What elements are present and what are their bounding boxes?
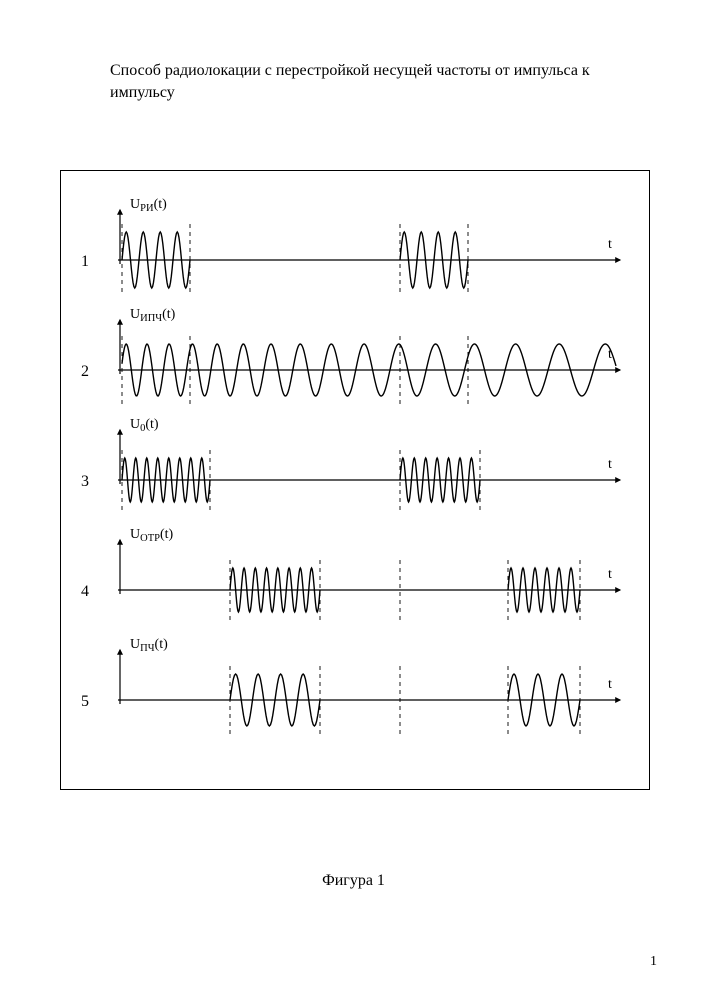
t-label-row-1: t (608, 237, 612, 252)
row-number-1: 1 (81, 253, 89, 270)
page-number: 1 (650, 954, 657, 970)
row-number-3: 3 (81, 473, 89, 490)
figure-caption: Фигура 1 (0, 872, 707, 890)
t-label-row-5: t (608, 677, 612, 692)
signal-label-row-5: UПЧ(t) (130, 637, 168, 654)
signal-label-row-3: U0(t) (130, 417, 159, 434)
waveform-row-3-burst-2 (400, 458, 480, 502)
row-number-2: 2 (81, 363, 89, 380)
signal-label-row-2: UИПЧ(t) (130, 307, 176, 324)
t-label-row-4: t (608, 567, 612, 582)
t-label-row-3: t (608, 457, 612, 472)
row-number-5: 5 (81, 693, 89, 710)
page-title: Способ радиолокации с перестройкой несущ… (110, 60, 630, 103)
row-number-4: 4 (81, 583, 89, 600)
signal-label-row-4: UОТР(t) (130, 527, 174, 544)
page: Способ радиолокации с перестройкой несущ… (0, 0, 707, 1000)
figure-diagram: UРИ(t) 1 t UИПЧ(t) 2 t U0(t) 3 t UОТР(t) 4 t UПЧ(t) 5… (60, 170, 650, 790)
signal-label-row-1: UРИ(t) (130, 197, 167, 214)
